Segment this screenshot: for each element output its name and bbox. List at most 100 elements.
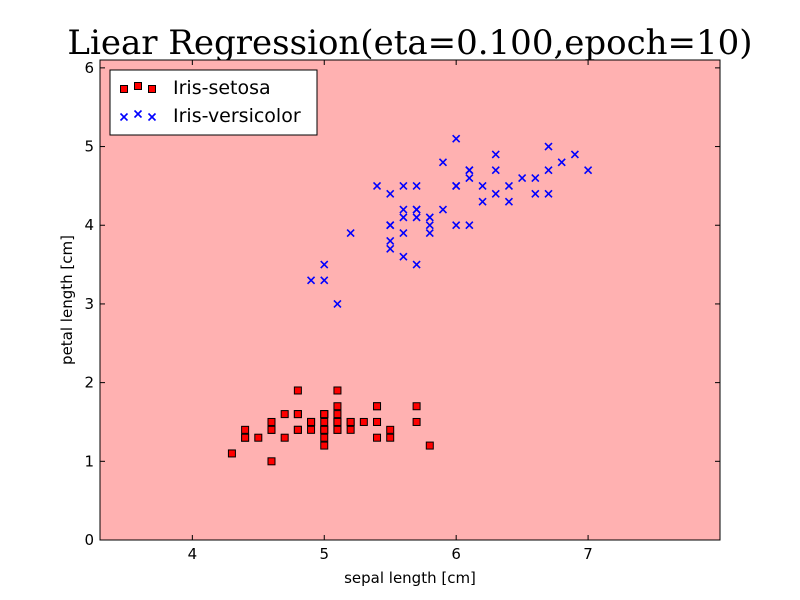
x-tick-label: 6 <box>451 545 461 563</box>
point-versicolor <box>465 221 474 230</box>
point-setosa <box>241 433 250 442</box>
point-versicolor <box>478 197 487 206</box>
point-versicolor <box>584 166 593 175</box>
point-setosa <box>373 433 382 442</box>
legend-box <box>109 69 318 136</box>
point-setosa <box>267 425 276 434</box>
y-tick-label: 3 <box>84 295 94 313</box>
point-versicolor <box>399 252 408 261</box>
point-versicolor <box>452 181 461 190</box>
point-versicolor <box>504 197 514 206</box>
point-setosa <box>254 433 263 442</box>
point-versicolor <box>333 299 342 309</box>
legend-label-setosa: Iris-setosa <box>173 77 271 99</box>
legend-marker <box>120 85 128 93</box>
legend-marker <box>133 109 143 119</box>
y-tick-label: 1 <box>84 452 94 470</box>
point-versicolor <box>465 166 474 175</box>
x-tick-label: 5 <box>319 545 329 563</box>
legend-label-versicolor: Iris-versicolor <box>173 105 301 127</box>
point-setosa <box>333 410 342 419</box>
point-versicolor <box>425 229 434 238</box>
point-versicolor <box>504 181 514 190</box>
point-versicolor <box>491 189 500 198</box>
point-versicolor <box>531 189 540 198</box>
y-tick-label: 6 <box>84 59 94 77</box>
point-versicolor <box>518 173 527 183</box>
point-versicolor <box>478 181 487 190</box>
point-versicolor <box>570 150 579 159</box>
point-setosa <box>412 417 421 426</box>
plot-background <box>100 60 720 540</box>
point-setosa <box>280 410 289 419</box>
point-setosa <box>227 449 236 458</box>
point-versicolor <box>399 181 408 190</box>
point-setosa <box>320 441 329 450</box>
x-axis-label: sepal length [cm] <box>344 569 476 587</box>
point-versicolor <box>544 166 553 175</box>
x-tick-label: 7 <box>583 545 593 563</box>
point-setosa <box>333 402 342 411</box>
legend-marker <box>147 112 157 122</box>
point-setosa <box>280 433 289 442</box>
point-versicolor <box>399 205 408 214</box>
point-setosa <box>320 410 329 419</box>
point-versicolor <box>491 150 500 159</box>
point-versicolor <box>372 181 382 190</box>
point-setosa <box>373 402 382 411</box>
legend-marker <box>148 85 156 93</box>
legend-marker-setosa <box>120 82 156 93</box>
point-setosa <box>346 417 355 426</box>
point-versicolor <box>452 134 461 143</box>
point-setosa <box>320 433 329 442</box>
point-versicolor <box>557 158 566 167</box>
point-setosa <box>333 386 342 395</box>
point-versicolor <box>544 142 553 151</box>
point-versicolor <box>425 213 434 222</box>
point-setosa <box>333 425 342 434</box>
point-versicolor <box>544 189 553 198</box>
point-setosa <box>425 441 434 450</box>
point-versicolor <box>531 173 540 183</box>
legend-marker-versicolor <box>119 109 157 122</box>
legend-marker <box>119 112 129 122</box>
point-versicolor <box>425 221 434 230</box>
point-versicolor <box>386 221 395 230</box>
legend-marker <box>134 82 142 90</box>
plot-frame <box>99 59 721 541</box>
point-versicolor <box>412 205 421 214</box>
point-versicolor <box>346 229 355 238</box>
point-versicolor <box>465 173 474 183</box>
point-setosa <box>386 425 395 434</box>
point-setosa <box>307 425 316 434</box>
y-tick-label: 0 <box>84 531 94 549</box>
point-setosa <box>267 417 276 426</box>
x-tick-label: 4 <box>188 545 198 563</box>
point-versicolor <box>438 158 448 167</box>
point-versicolor <box>412 260 421 269</box>
point-versicolor <box>412 213 421 222</box>
point-versicolor <box>491 166 500 175</box>
point-versicolor <box>386 189 395 198</box>
point-setosa <box>293 386 302 395</box>
point-setosa <box>333 417 342 426</box>
point-versicolor <box>399 213 408 222</box>
point-versicolor <box>452 221 461 230</box>
point-versicolor <box>438 205 448 214</box>
point-setosa <box>241 425 250 434</box>
point-setosa <box>293 410 302 419</box>
point-versicolor <box>320 260 329 269</box>
point-setosa <box>373 417 382 426</box>
point-versicolor <box>386 236 395 246</box>
point-versicolor <box>306 276 316 285</box>
y-tick-label: 5 <box>84 138 94 156</box>
point-setosa <box>267 457 276 466</box>
y-tick-label: 4 <box>84 216 94 234</box>
point-versicolor <box>399 229 408 238</box>
point-setosa <box>320 417 329 426</box>
data-points <box>227 134 593 466</box>
point-setosa <box>346 425 355 434</box>
point-setosa <box>307 417 316 426</box>
point-versicolor <box>412 181 421 190</box>
